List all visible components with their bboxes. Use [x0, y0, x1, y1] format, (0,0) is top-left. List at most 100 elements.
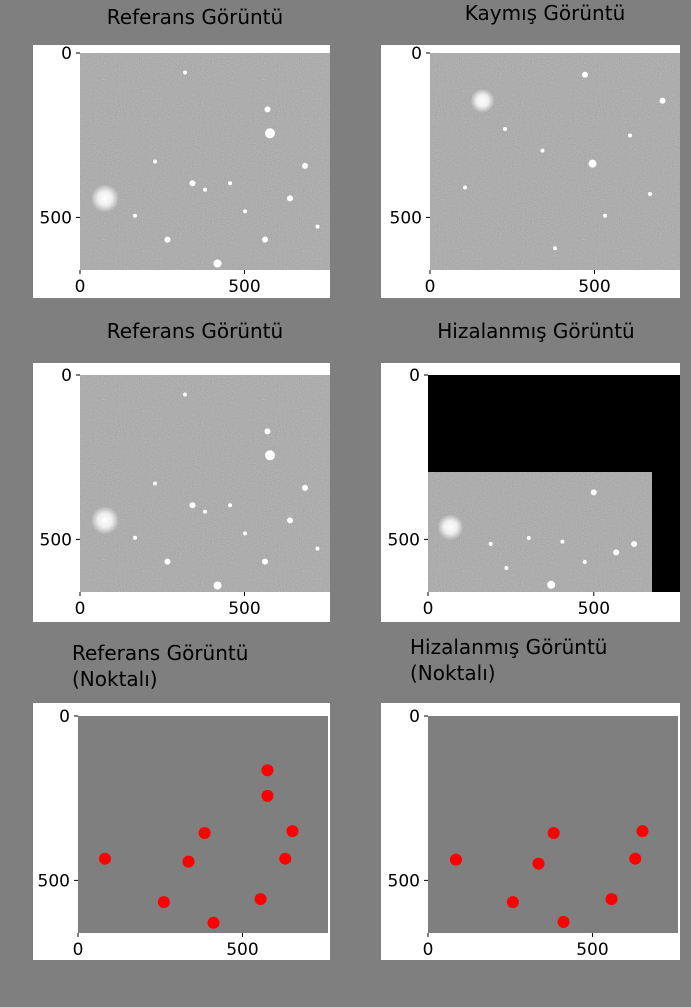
panel: Referans Görüntü 0 500 0 500 [33, 5, 330, 298]
star [133, 214, 137, 218]
star [648, 192, 652, 196]
x-tick-label: 500 [576, 940, 608, 960]
y-tick-label: 500 [40, 530, 72, 550]
point [158, 896, 170, 908]
panel: Referans Görüntü 0 500 0 500 [33, 319, 330, 622]
star [471, 89, 495, 113]
star [153, 160, 157, 164]
point [261, 764, 273, 776]
star [613, 549, 619, 555]
point [255, 893, 267, 905]
star [262, 559, 268, 565]
star [541, 149, 545, 153]
point [606, 893, 618, 905]
panel-title: (Noktalı) [410, 661, 496, 685]
star [243, 531, 247, 535]
x-tick-label: 0 [423, 599, 434, 619]
y-tick-label: 500 [38, 871, 70, 891]
star [589, 160, 597, 168]
x-tick-label: 0 [75, 599, 86, 619]
star [265, 106, 271, 112]
point [279, 853, 291, 865]
image-noise [80, 53, 330, 270]
star [603, 214, 607, 218]
panel-title: (Noktalı) [72, 667, 158, 691]
y-tick-label: 500 [388, 530, 420, 550]
y-tick-label: 0 [61, 44, 72, 64]
star [203, 188, 207, 192]
star [243, 209, 247, 213]
point [99, 853, 111, 865]
star [560, 540, 564, 544]
y-tick-label: 0 [409, 366, 420, 386]
star [553, 246, 557, 250]
panel-title: Hizalanmış Görüntü [410, 635, 607, 659]
star [228, 181, 232, 185]
star [316, 225, 320, 229]
star [591, 489, 597, 495]
star [527, 536, 531, 540]
image-noise [430, 53, 680, 270]
y-tick-label: 0 [411, 44, 422, 64]
star [631, 541, 637, 547]
star [190, 502, 196, 508]
star [153, 482, 157, 486]
panel-title: Referans Görüntü [72, 641, 248, 665]
point [199, 827, 211, 839]
star [302, 163, 308, 169]
star [190, 180, 196, 186]
star [547, 581, 555, 589]
panel: Hizalanmış Görüntü 0 500 0 500 [381, 319, 680, 622]
y-tick-label: 500 [390, 208, 422, 228]
x-tick-label: 500 [578, 599, 610, 619]
star [287, 195, 293, 201]
star [302, 485, 308, 491]
point [450, 854, 462, 866]
star [503, 127, 507, 131]
star [214, 259, 222, 267]
x-tick-label: 500 [226, 940, 258, 960]
star [463, 186, 467, 190]
x-tick-label: 500 [228, 277, 260, 297]
plot-area [78, 716, 328, 933]
y-tick-label: 0 [59, 707, 70, 727]
point [286, 825, 298, 837]
panel-title: Kaymış Görüntü [465, 1, 626, 25]
star [165, 559, 171, 565]
point [548, 827, 560, 839]
star [183, 71, 187, 75]
x-tick-label: 0 [75, 277, 86, 297]
x-tick-label: 0 [425, 277, 436, 297]
y-tick-label: 500 [40, 208, 72, 228]
x-tick-label: 500 [228, 599, 260, 619]
star [489, 542, 493, 546]
panel-title: Referans Görüntü [107, 5, 283, 29]
panel-title: Hizalanmış Görüntü [437, 319, 634, 343]
star [165, 237, 171, 243]
y-tick-label: 500 [388, 871, 420, 891]
star [287, 517, 293, 523]
point [636, 825, 648, 837]
figure: Referans Görüntü 0 500 0 500 Kaymış Görüntü 0 5… [0, 0, 691, 1007]
x-tick-label: 500 [578, 277, 610, 297]
star [316, 547, 320, 551]
panel: Kaymış Görüntü 0 500 0 500 [381, 1, 680, 298]
panel-title: Referans Görüntü [107, 319, 283, 343]
point [208, 917, 220, 929]
point [183, 856, 195, 868]
star [504, 566, 508, 570]
star [660, 98, 666, 104]
point [558, 916, 570, 928]
star [265, 450, 275, 460]
plot-area [428, 716, 678, 933]
y-tick-label: 0 [61, 366, 72, 386]
y-tick-label: 0 [409, 707, 420, 727]
star [91, 506, 119, 534]
point [629, 853, 641, 865]
star [437, 514, 463, 540]
star [91, 184, 119, 212]
star [628, 133, 632, 137]
point [261, 790, 273, 802]
star [582, 72, 588, 78]
star [265, 128, 275, 138]
